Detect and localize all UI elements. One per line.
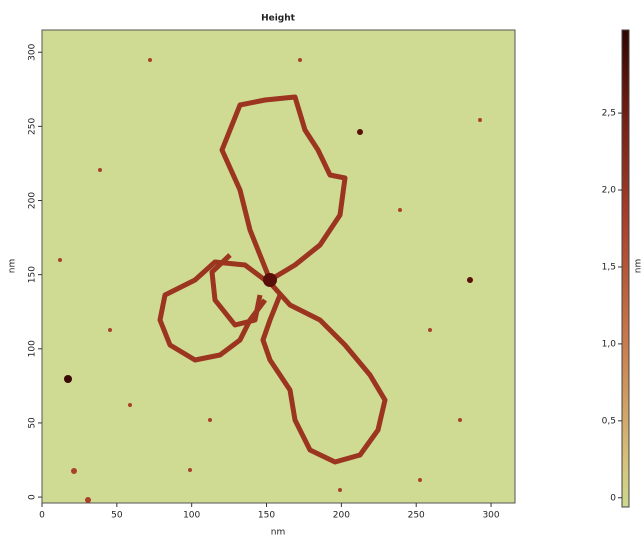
x-tick-label: 250 [408, 511, 425, 521]
y-tick-label: 200 [28, 192, 38, 209]
y-tick-label: 150 [28, 266, 38, 283]
colorbar-tick-label: 2,0 [602, 186, 617, 196]
y-tick-label: 50 [28, 417, 38, 429]
x-tick-label: 300 [482, 511, 499, 521]
colorbar-tick-label: 0,5 [602, 416, 616, 426]
colorbar-label: nm [634, 259, 644, 273]
y-axis-label: nm [8, 259, 18, 273]
colorbar-tick-label: 1,5 [602, 262, 616, 272]
molecule [157, 94, 388, 465]
y-tick-label: 100 [28, 340, 38, 357]
image-area [41, 29, 516, 504]
x-tick-label: 200 [333, 511, 350, 521]
x-tick-label: 100 [183, 511, 200, 521]
y-tick-label: 300 [28, 43, 38, 60]
x-tick-label: 0 [39, 511, 45, 521]
colorbar-tick-label: 0 [610, 493, 616, 503]
colorbar-tick-label: 2,5 [602, 109, 616, 119]
x-tick-label: 50 [111, 511, 123, 521]
x-axis-label: nm [271, 528, 285, 538]
particles [58, 58, 482, 503]
colorbar [621, 29, 630, 508]
y-tick-label: 250 [28, 118, 38, 135]
x-tick-label: 150 [258, 511, 275, 521]
y-tick-label: 0 [28, 494, 38, 500]
colorbar-tick-label: 1,0 [602, 339, 617, 349]
chart-title: Height [261, 14, 296, 24]
